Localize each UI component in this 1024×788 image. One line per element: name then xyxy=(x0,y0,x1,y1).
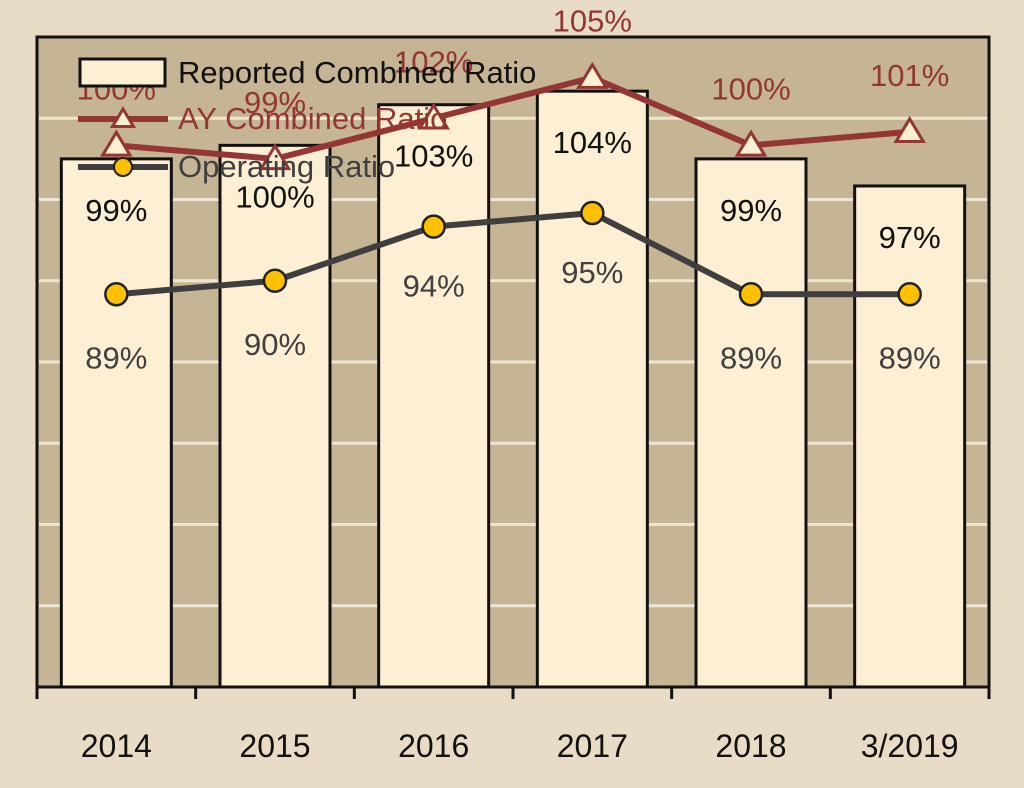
operating-circle-marker xyxy=(104,282,129,307)
bar xyxy=(377,103,491,689)
ay-value-label: 102% xyxy=(394,44,473,79)
operating-circle-marker xyxy=(580,200,605,226)
operating-circle-marker xyxy=(738,282,764,307)
operating-value-label: 95% xyxy=(561,255,623,290)
x-tick-label: 2014 xyxy=(81,728,152,764)
legend-ay-marker xyxy=(109,106,137,128)
bar-value-label: 97% xyxy=(879,220,941,255)
operating-ratio-line xyxy=(116,210,910,298)
operating-value-label: 94% xyxy=(403,269,465,304)
legend-bar-swatch xyxy=(78,57,167,88)
ay-combined-ratio-line xyxy=(116,74,910,162)
bar-value-label: 99% xyxy=(85,193,147,228)
legend-label-reported: Reported Combined Ratio xyxy=(178,55,536,90)
ay-triangle-marker xyxy=(734,129,768,157)
operating-circle-marker xyxy=(421,214,446,239)
bar xyxy=(59,157,173,689)
legend: Reported Combined Ratio AY Combined Ratio… xyxy=(78,55,536,184)
bar-value-label: 100% xyxy=(235,179,314,214)
ay-triangle-marker xyxy=(893,115,926,144)
x-tick-label: 2015 xyxy=(239,728,310,764)
operating-circle-marker xyxy=(897,282,922,307)
bar-value-label: 99% xyxy=(720,193,782,228)
ay-triangle-marker xyxy=(417,102,450,130)
x-tick-label: 2016 xyxy=(398,728,469,764)
bar xyxy=(218,143,332,689)
legend-label-ay: AY Combined Ratio xyxy=(178,101,447,136)
gridlines xyxy=(39,116,987,608)
bar-value-label: 103% xyxy=(394,139,473,174)
bar xyxy=(535,89,649,689)
x-axis: 2014 2015 2016 2017 2018 3/2019 xyxy=(35,687,991,764)
operating-circle-marker xyxy=(262,268,288,293)
ay-triangle-marker xyxy=(258,142,292,171)
x-tick-label: 3/2019 xyxy=(861,728,959,764)
bar xyxy=(853,184,967,689)
legend-label-operating: Operating Ratio xyxy=(178,149,395,184)
operating-value-label: 89% xyxy=(85,340,147,375)
legend-operating-marker xyxy=(113,157,133,177)
bar-value-label: 104% xyxy=(553,125,632,160)
operating-value-label: 90% xyxy=(244,327,306,362)
bar-series xyxy=(59,89,967,689)
ay-value-label: 99% xyxy=(244,85,306,120)
ay-value-label: 100% xyxy=(711,71,790,106)
line-series xyxy=(100,61,926,307)
x-tick-label: 2017 xyxy=(557,728,628,764)
ay-value-label: 101% xyxy=(870,58,949,93)
ay-triangle-marker xyxy=(576,61,609,89)
x-tick-label: 2018 xyxy=(715,728,786,764)
bar xyxy=(694,157,808,689)
operating-value-label: 89% xyxy=(720,340,782,375)
operating-value-label: 89% xyxy=(879,340,941,375)
ay-value-label: 105% xyxy=(553,4,632,39)
ay-triangle-marker xyxy=(100,129,133,157)
